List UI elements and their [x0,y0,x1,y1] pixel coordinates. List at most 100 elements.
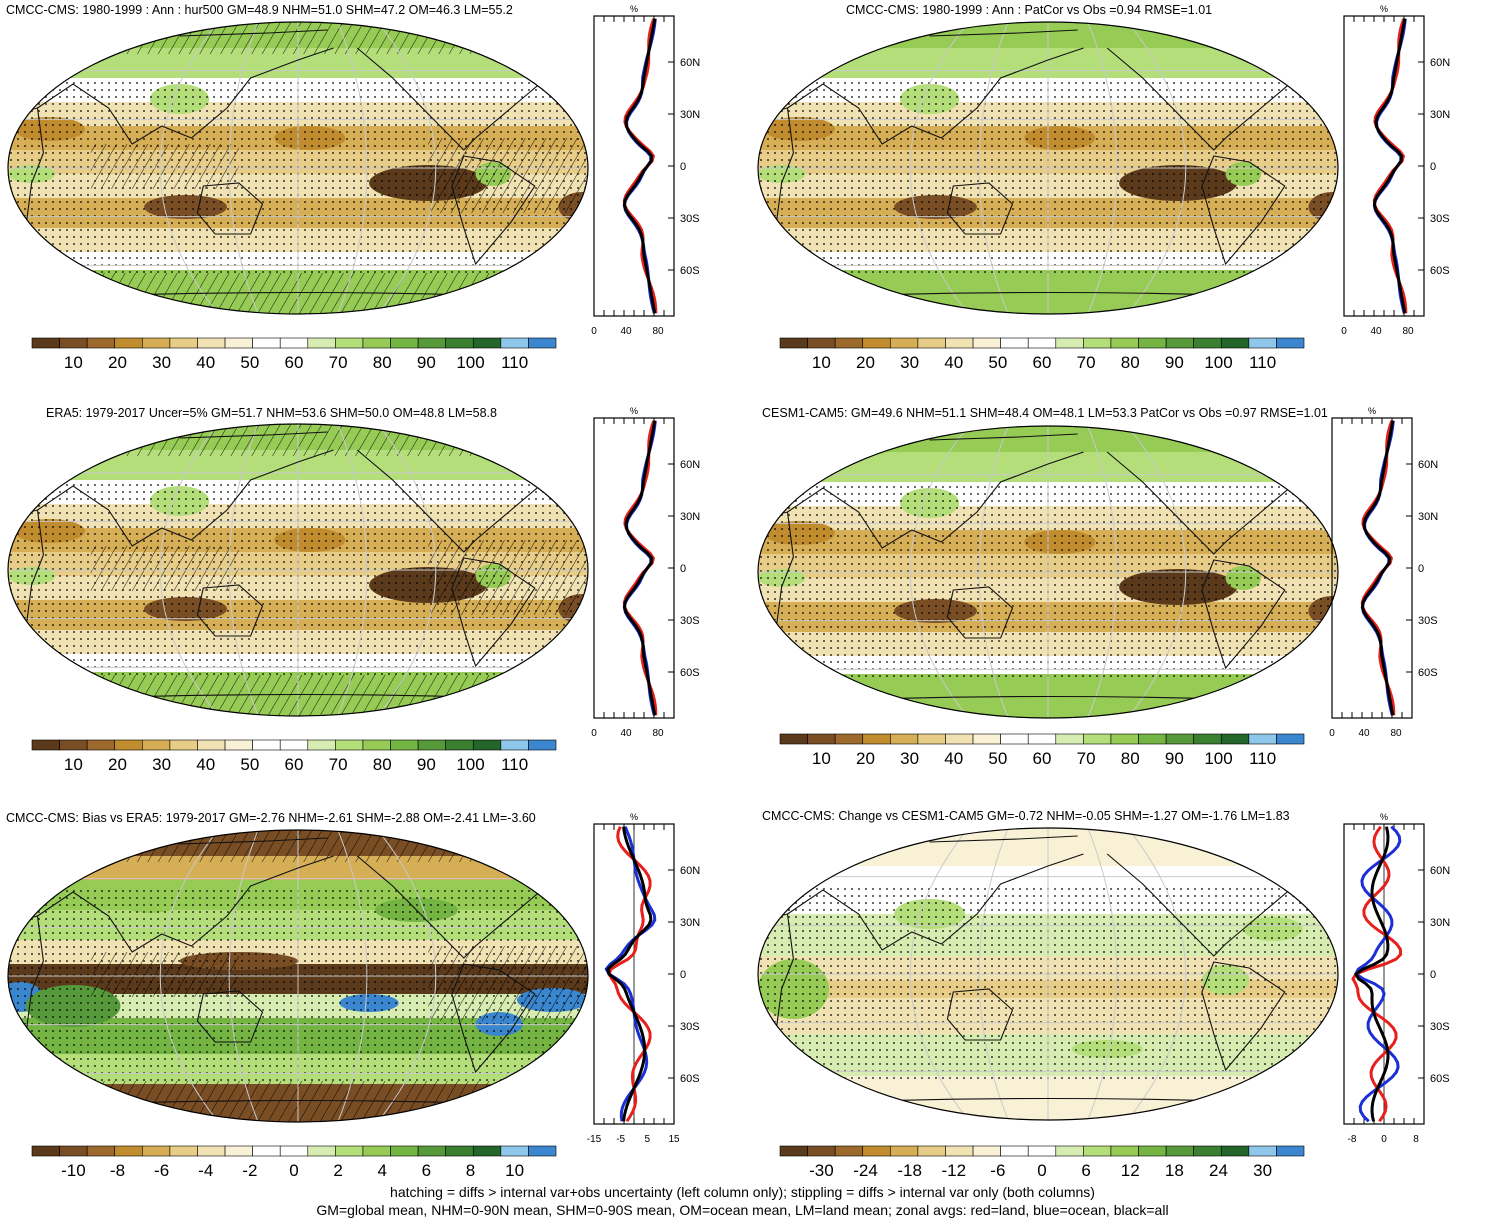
colorbar-label: 30 [1253,1161,1272,1180]
lat-tick-label: 60N [680,57,700,69]
lat-tick-label: 30N [680,511,700,523]
zonal-mean-plot: % 60N 30N 0 30S 60S 0 40 80 [1329,406,1438,739]
map-field [8,830,588,1122]
colorbar-box [417,1145,446,1157]
lat-tick-label: 60N [1430,57,1450,69]
colorbar-box [972,733,1001,745]
colorbar-box [945,337,974,349]
colorbar-box [114,1145,143,1157]
map-frame [757,21,1339,315]
colorbar-box [917,337,946,349]
colorbar-box [1055,733,1084,745]
colorbar-box [59,337,88,349]
map [757,425,1339,719]
colorbar-box [862,337,891,349]
colorbar-label: 10 [505,1161,524,1180]
zonal-line-ocean [1372,18,1407,314]
map-frame [7,423,589,717]
colorbar-box [362,337,391,349]
colorbar-label: 18 [1165,1161,1184,1180]
colorbar-label: 60 [1033,353,1052,372]
colorbar-box [335,337,364,349]
colorbar-box [1138,337,1167,349]
colorbar-box [362,739,391,751]
colorbar-label: 10 [64,353,83,372]
colorbar-box [1193,1145,1222,1157]
zonal-mean-plot: % 60N 30N 0 30S 60S -15 -5 5 15 [587,812,700,1145]
lat-tick-label: 30N [1430,109,1450,121]
colorbar-box [86,337,116,349]
x-tick-label: -8 [1348,1134,1357,1145]
colorbar-box [1193,337,1222,349]
x-tick-label: 5 [645,1134,651,1145]
x-tick-label: 8 [1413,1134,1419,1145]
x-tick-label: 0 [591,326,597,337]
colorbar-box [1055,337,1084,349]
colorbar-box [890,1145,919,1157]
colorbar-label: 100 [456,755,484,774]
colorbar-box [197,739,226,751]
colorbar-box [917,1145,946,1157]
colorbar-boxes [31,1145,557,1157]
x-tick-label: 40 [1358,728,1370,739]
lat-tick-label: 30S [1430,1021,1450,1033]
zonal-line-land [1360,420,1396,716]
footer-note-hatching: hatching = diffs > internal var+obs unce… [390,1184,1095,1200]
zonal-unit-label: % [630,406,638,416]
colorbar-box [1027,733,1057,745]
colorbar-box [1248,337,1277,349]
colorbar-box [1027,337,1057,349]
zonal-axes [1331,417,1413,719]
map [7,829,589,1123]
colorbar-label: 70 [1077,749,1096,768]
zonal-mean-plot: % 60N 30N 0 30S 60S 0 40 80 [591,4,700,337]
map-frame [7,21,589,315]
colorbar-label: 20 [108,755,127,774]
colorbar-label: 20 [856,353,875,372]
colorbar-label: 30 [152,755,171,774]
colorbar-label: -10 [61,1161,86,1180]
colorbar-label: 100 [456,353,484,372]
zonal-unit-label: % [1380,4,1388,14]
colorbar-boxes [31,337,557,349]
colorbar-box [197,1145,226,1157]
colorbar-box [862,1145,891,1157]
x-tick-label: 40 [1370,326,1382,337]
zonal-axes [1343,15,1425,317]
graticule [8,424,588,716]
colorbar-box [528,739,557,751]
colorbar-label: 90 [1165,749,1184,768]
lat-tick-label: 60S [680,667,700,679]
colorbar-box [1138,733,1167,745]
colorbar-box [59,739,88,751]
colorbar-label: 90 [1165,353,1184,372]
zonal-line-ocean [622,18,657,314]
colorbar: 10 20 30 40 50 60 70 80 90 100 110 [31,739,557,774]
map-field [758,22,1338,314]
colorbar-box [445,739,474,751]
graticule [8,830,588,1122]
colorbar-box [59,1145,88,1157]
lat-tick-label: 30S [680,213,700,225]
colorbar-box [114,337,143,349]
lat-tick-label: 30S [680,615,700,627]
colorbar-label: 100 [1204,749,1232,768]
colorbar-label: 50 [240,755,259,774]
colorbar-label: 30 [900,353,919,372]
colorbar-boxes [31,739,557,751]
lat-tick-label: 0 [1418,563,1424,575]
colorbar-box [279,739,309,751]
colorbar-label: 90 [417,755,436,774]
colorbar-box [224,337,253,349]
colorbar-boxes [779,1145,1305,1157]
colorbar-box [142,739,171,751]
lat-tick-label: 60S [680,1073,700,1085]
colorbar-box [862,733,891,745]
x-tick-label: 40 [620,728,632,739]
colorbar-label: 10 [812,353,831,372]
panel-title: CMCC-CMS: Change vs CESM1-CAM5 GM=-0.72 … [762,809,1290,823]
lat-tick-label: 60S [1430,1073,1450,1085]
colorbar-box [142,1145,171,1157]
colorbar-label: 60 [285,755,304,774]
colorbar-label: -2 [242,1161,257,1180]
